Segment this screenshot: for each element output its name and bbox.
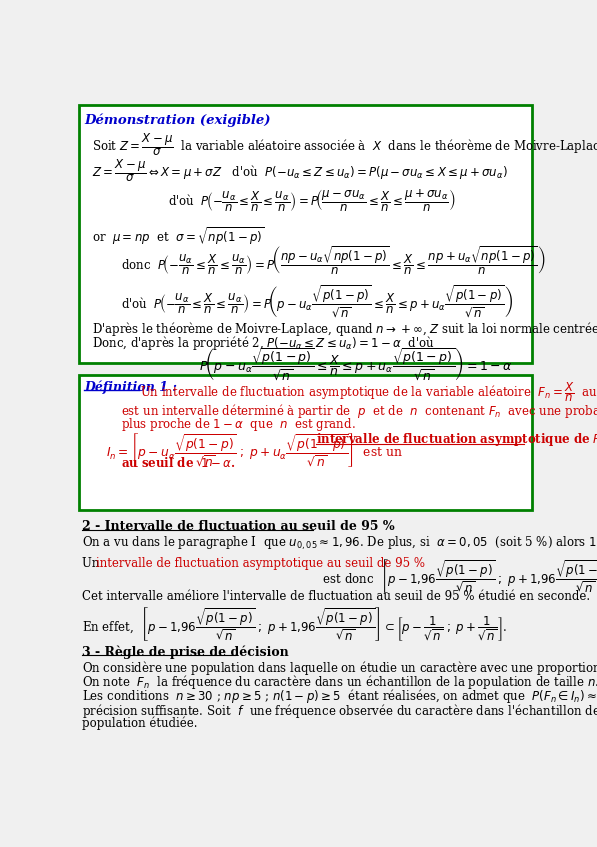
Text: On note  $F_n$  la fréquence du caractère dans un échantillon de la population d: On note $F_n$ la fréquence du caractère … bbox=[82, 673, 597, 691]
Text: 3 - Règle de prise de décision: 3 - Règle de prise de décision bbox=[82, 645, 289, 659]
FancyBboxPatch shape bbox=[78, 375, 532, 510]
Text: au seuil de  $1 - \alpha$.: au seuil de $1 - \alpha$. bbox=[121, 456, 236, 470]
Text: On a vu dans le paragraphe I  que $u_{0,05} \approx 1,96$. De plus, si  $\alpha : On a vu dans le paragraphe I que $u_{0,0… bbox=[82, 534, 597, 551]
Text: plus proche de $1 - \alpha$  que  $n$  est grand.: plus proche de $1 - \alpha$ que $n$ est … bbox=[121, 416, 356, 433]
Text: Soit $Z = \dfrac{X-\mu}{\sigma}$  la variable aléatoire associée à  $X$  dans le: Soit $Z = \dfrac{X-\mu}{\sigma}$ la vari… bbox=[92, 131, 597, 158]
Text: d'où  $P\!\left(-\dfrac{u_\alpha}{n} \leq \dfrac{X}{n} \leq \dfrac{u_\alpha}{n}\: d'où $P\!\left(-\dfrac{u_\alpha}{n} \leq… bbox=[121, 284, 513, 319]
Text: intervalle de fluctuation asymptotique de $F_n$: intervalle de fluctuation asymptotique d… bbox=[316, 431, 597, 448]
Text: intervalle de fluctuation asymptotique au seuil de 95 %: intervalle de fluctuation asymptotique a… bbox=[96, 557, 425, 571]
Text: On considère une population dans laquelle on étudie un caractère avec une propor: On considère une population dans laquell… bbox=[82, 659, 597, 677]
Text: Un: Un bbox=[82, 557, 103, 571]
Text: d'où  $P\!\left(-\dfrac{u_\alpha}{n} \leq \dfrac{X}{n} \leq \dfrac{u_\alpha}{n}\: d'où $P\!\left(-\dfrac{u_\alpha}{n} \leq… bbox=[168, 188, 456, 214]
Text: est donc  $\left[p - 1{,}96\dfrac{\sqrt{p(1-p)}}{\sqrt{n}} \;;\; p + 1{,}96\dfra: est donc $\left[p - 1{,}96\dfrac{\sqrt{p… bbox=[319, 557, 597, 595]
Text: 2 - Intervalle de fluctuation au seuil de 95 %: 2 - Intervalle de fluctuation au seuil d… bbox=[82, 520, 395, 533]
Text: est un intervalle déterminé à partir de  $p$  et de  $n$  contenant $F_n$  avec : est un intervalle déterminé à partir de … bbox=[121, 402, 597, 420]
Text: D'après le théorème de Moivre-Laplace, quand $n \to +\infty$, $Z$ suit la loi no: D'après le théorème de Moivre-Laplace, q… bbox=[92, 320, 597, 338]
Text: $Z = \dfrac{X-\mu}{\sigma} \Leftrightarrow X = \mu + \sigma Z$   d'où  $P(-u_\al: $Z = \dfrac{X-\mu}{\sigma} \Leftrightarr… bbox=[92, 157, 507, 184]
Text: Un intervalle de fluctuation asymptotique de la variable aléatoire  $F_n = \dfra: Un intervalle de fluctuation asymptotiqu… bbox=[140, 380, 597, 404]
Text: population étudiée.: population étudiée. bbox=[82, 716, 198, 729]
Text: $P\!\left(p - u_\alpha\dfrac{\sqrt{p(1-p)}}{\sqrt{n}} \leq \dfrac{X}{n} \leq p +: $P\!\left(p - u_\alpha\dfrac{\sqrt{p(1-p… bbox=[199, 346, 512, 382]
Text: $I_n = \left[p - u_\alpha\dfrac{\sqrt{p(1-p)}}{\sqrt{n}} \;;\; p + u_\alpha\dfra: $I_n = \left[p - u_\alpha\dfrac{\sqrt{p(… bbox=[106, 431, 402, 468]
Text: donc  $P\!\left(-\dfrac{u_\alpha}{n} \leq \dfrac{X}{n} \leq \dfrac{u_\alpha}{n}\: donc $P\!\left(-\dfrac{u_\alpha}{n} \leq… bbox=[121, 245, 546, 277]
Text: En effet,  $\left[p - 1{,}96\dfrac{\sqrt{p(1-p)}}{\sqrt{n}} \;;\; p + 1{,}96\dfr: En effet, $\left[p - 1{,}96\dfrac{\sqrt{… bbox=[82, 606, 508, 643]
Text: Définition 1 :: Définition 1 : bbox=[84, 380, 177, 394]
Text: Cet intervalle améliore l'intervalle de fluctuation au seuil de 95 % étudié en s: Cet intervalle améliore l'intervalle de … bbox=[82, 590, 590, 603]
Text: Démonstration (exigible): Démonstration (exigible) bbox=[84, 114, 270, 127]
FancyBboxPatch shape bbox=[78, 106, 532, 363]
Text: Les conditions  $n \geq 30$ ; $np \geq 5$ ; $n(1-p) \geq 5$  étant réalisées, on: Les conditions $n \geq 30$ ; $np \geq 5$… bbox=[82, 687, 597, 705]
Text: précision suffisante. Soit  $f$  une fréquence observée du caractère dans l'écha: précision suffisante. Soit $f$ une fréqu… bbox=[82, 702, 597, 720]
Text: Donc, d'après la propriété 2, $P(-u_\alpha \leq Z \leq u_\alpha) = 1 - \alpha$  : Donc, d'après la propriété 2, $P(-u_\alp… bbox=[92, 335, 434, 352]
Text: or  $\mu = np$  et  $\sigma = \sqrt{np(1-p)}$: or $\mu = np$ et $\sigma = \sqrt{np(1-p)… bbox=[92, 224, 264, 246]
